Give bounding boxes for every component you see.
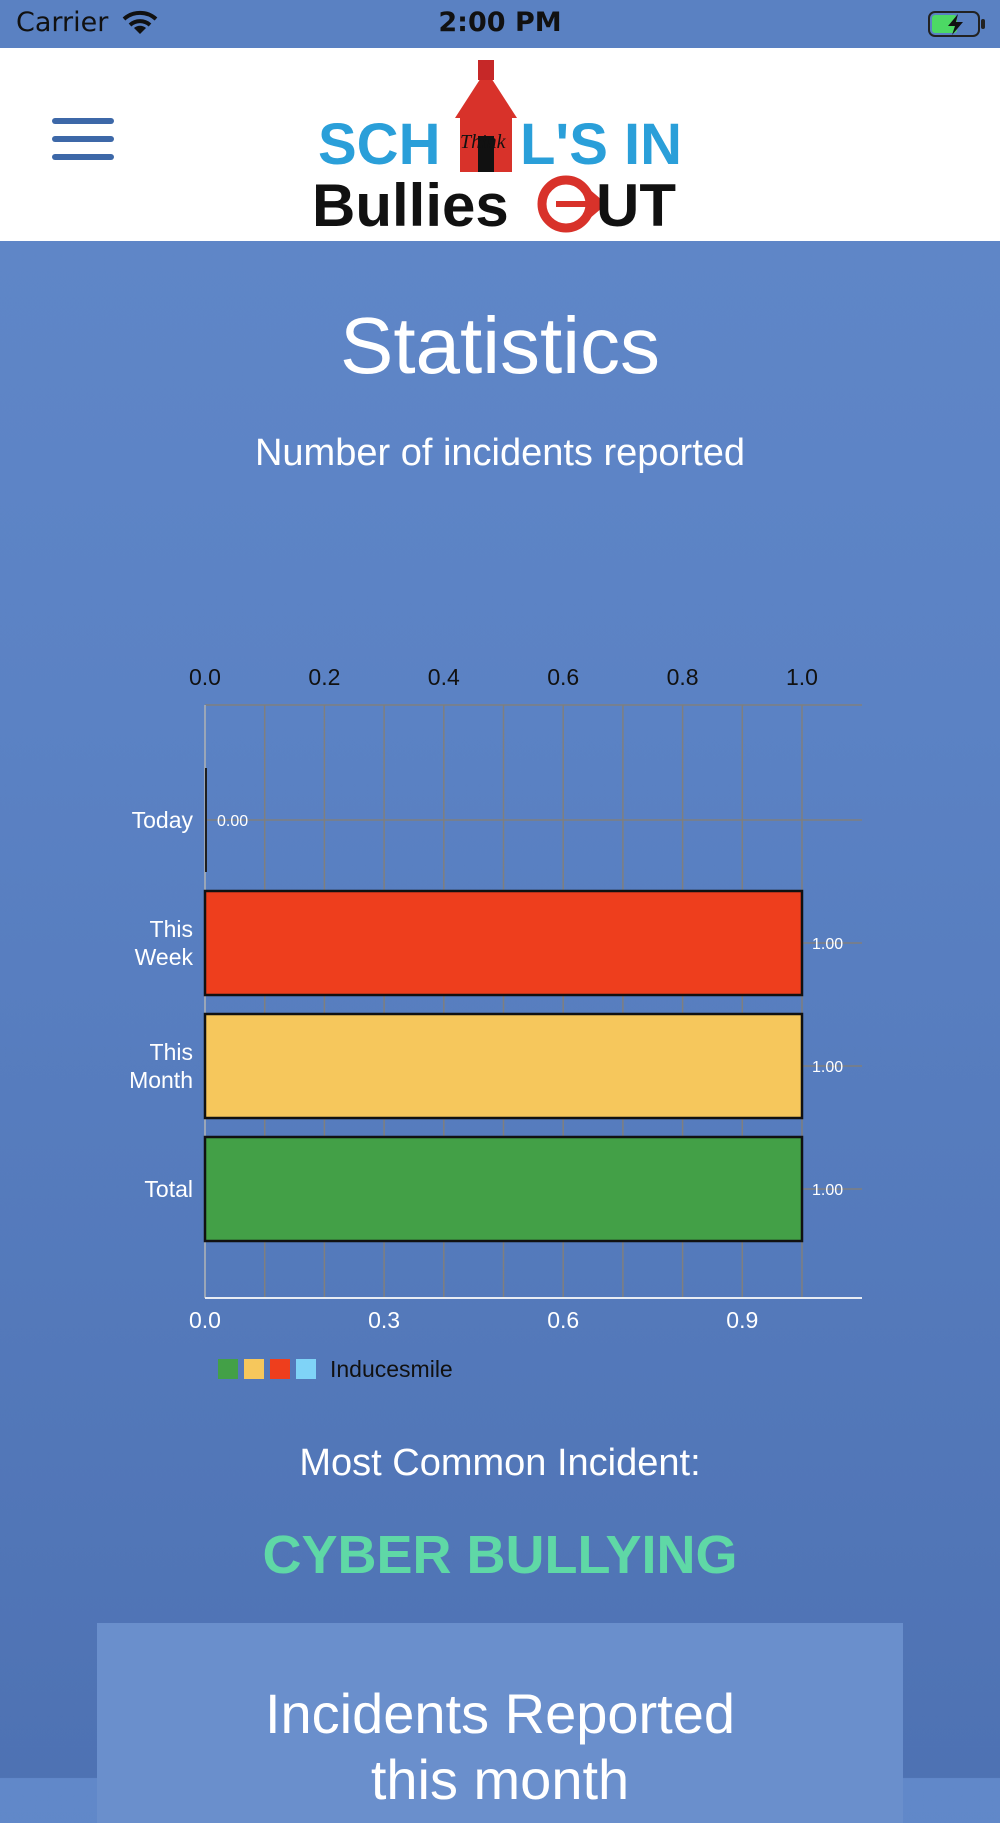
carrier-label: Carrier — [16, 7, 109, 38]
svg-text:SCH: SCH — [318, 112, 440, 177]
legend-swatch — [270, 1359, 290, 1379]
bottom-axis-tick-label: 0.6 — [547, 1307, 579, 1333]
most-common-value: CYBER BULLYING — [262, 1525, 738, 1585]
top-axis-tick-label: 1.0 — [786, 664, 818, 690]
card-title: Incidents Reported this month — [97, 1681, 903, 1813]
svg-text:Think: Think — [460, 131, 507, 153]
bar-this-week — [203, 889, 804, 997]
category-label: Total — [144, 1176, 193, 1202]
bar-this-month — [203, 1012, 804, 1120]
battery-charging-icon — [928, 10, 988, 45]
status-bar: Carrier 2:00 PM — [0, 0, 1000, 48]
top-axis-tick-label: 0.6 — [547, 664, 579, 690]
category-label: This Month — [129, 1039, 193, 1093]
legend-swatch — [218, 1359, 238, 1379]
bottom-axis-tick-label: 0.9 — [726, 1307, 758, 1333]
bar-value-label: 1.00 — [812, 936, 843, 953]
incidents-month-card: Incidents Reported this month — [97, 1623, 903, 1823]
svg-text:L'S IN: L'S IN — [520, 112, 680, 177]
category-label: This Week — [135, 916, 194, 970]
top-axis-tick-label: 0.8 — [667, 664, 699, 690]
card-title-line2: this month — [370, 1748, 630, 1811]
top-axis-tick-label: 0.2 — [308, 664, 340, 690]
bar-value-label: 1.00 — [812, 1182, 843, 1199]
bar-total — [203, 1135, 804, 1243]
category-label: Today — [132, 807, 194, 833]
legend-label: Inducesmile — [330, 1356, 453, 1382]
legend-swatch — [296, 1359, 316, 1379]
page-title: Statistics — [339, 301, 661, 390]
legend-swatch — [244, 1359, 264, 1379]
bottom-axis-tick-label: 0.0 — [189, 1307, 221, 1333]
card-title-line1: Incidents Reported — [264, 1682, 736, 1745]
hamburger-menu-button[interactable] — [52, 118, 114, 168]
page-subtitle: Number of incidents reported — [254, 432, 746, 474]
top-axis-tick-label: 0.4 — [428, 664, 460, 690]
svg-text:UT: UT — [596, 172, 676, 233]
most-common-label: Most Common Incident: — [299, 1442, 701, 1484]
bar-value-label: 1.00 — [812, 1059, 843, 1076]
app-header: SCH L'S IN Think Bullies UT — [0, 48, 1000, 241]
bottom-axis-tick-label: 0.3 — [368, 1307, 400, 1333]
svg-text:Bullies: Bullies — [312, 172, 509, 233]
bar-value-label: 0.00 — [217, 813, 248, 830]
clock: 2:00 PM — [438, 7, 562, 38]
incidents-bar-chart: 0.0 0.2 0.4 0.6 0.8 1.0 0.0 0.3 0.6 0.9 0.00 Today 1… — [129, 664, 862, 1382]
wifi-icon — [122, 10, 158, 43]
top-axis-tick-label: 0.0 — [189, 664, 221, 690]
app-logo: SCH L'S IN Think Bullies UT — [312, 60, 680, 233]
